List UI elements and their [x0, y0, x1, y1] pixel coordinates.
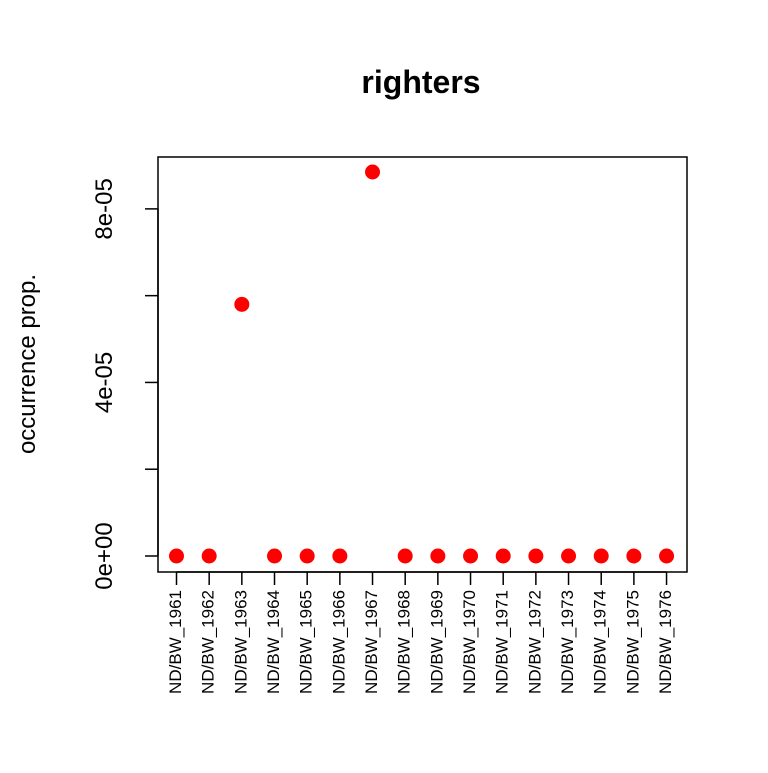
x-tick-label: ND/BW_1962 [199, 590, 218, 694]
data-point [561, 548, 577, 564]
data-point [267, 548, 283, 564]
x-tick-label: ND/BW_1961 [166, 590, 185, 694]
data-point [528, 548, 544, 564]
data-point [659, 548, 675, 564]
plot-frame [157, 156, 688, 573]
x-tick-label: ND/BW_1970 [460, 590, 479, 694]
data-point [463, 548, 479, 564]
y-tick-label: 0e+00 [91, 522, 118, 589]
data-point [397, 548, 413, 564]
chart-title: righters [361, 64, 480, 100]
data-points [169, 164, 675, 564]
y-axis: 0e+00 4e-05 8e-05 [91, 178, 159, 590]
data-point [332, 548, 348, 564]
x-tick-label: ND/BW_1968 [395, 590, 414, 694]
x-tick-label: ND/BW_1972 [525, 590, 544, 694]
x-tick-label: ND/BW_1974 [591, 590, 610, 694]
x-tick-label: ND/BW_1967 [362, 590, 381, 694]
x-tick-label: ND/BW_1963 [231, 590, 250, 694]
data-point [234, 296, 250, 312]
y-axis-label: occurrence prop. [14, 274, 41, 454]
data-point [365, 164, 381, 180]
data-point [626, 548, 642, 564]
y-tick-label: 4e-05 [91, 352, 118, 413]
data-point [169, 548, 184, 564]
data-point [495, 548, 511, 564]
x-tick-label: ND/BW_1964 [264, 590, 283, 694]
x-tick-label: ND/BW_1971 [493, 590, 512, 694]
y-tick-label: 8e-05 [91, 178, 118, 239]
x-tick-label: ND/BW_1973 [558, 590, 577, 694]
data-point [299, 548, 315, 564]
x-tick-label: ND/BW_1965 [297, 590, 316, 694]
x-tick-label: ND/BW_1969 [427, 590, 446, 694]
x-tick-label: ND/BW_1975 [623, 590, 642, 694]
x-axis: ND/BW_1961 ND/BW_1962 ND/BW_1963 ND/BW_1964… [166, 571, 675, 694]
data-point [201, 548, 217, 564]
x-tick-label: ND/BW_1966 [329, 590, 348, 694]
data-point [593, 548, 609, 564]
data-point [430, 548, 446, 564]
x-tick-label: ND/BW_1976 [656, 590, 675, 694]
